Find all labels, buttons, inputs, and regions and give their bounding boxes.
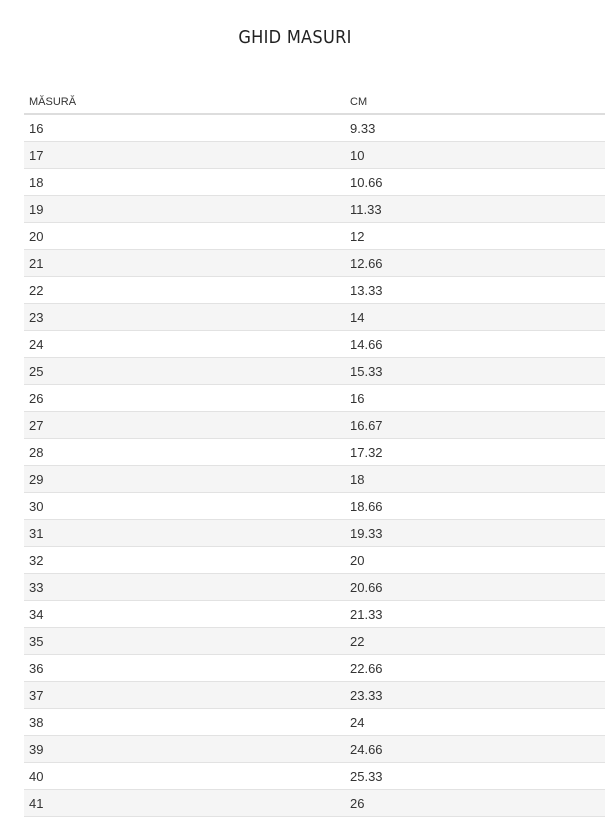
table-row: 26 16 (24, 384, 605, 412)
size-cell: 33 (24, 573, 345, 601)
cm-cell: 23.33 (345, 681, 605, 709)
size-cell: 25 (24, 357, 345, 385)
cm-cell: 24 (345, 708, 605, 736)
table-row: 31 19.33 (24, 519, 605, 547)
cm-cell: 22.66 (345, 654, 605, 682)
cm-cell: 10 (345, 141, 605, 169)
table-row: 23 14 (24, 303, 605, 331)
table-row: 32 20 (24, 546, 605, 574)
cm-cell: 22 (345, 627, 605, 655)
size-cell: 16 (24, 114, 345, 142)
cm-cell: 19.33 (345, 519, 605, 547)
size-cell: 23 (24, 303, 345, 331)
header-cm: CM (345, 91, 605, 115)
size-cell: 30 (24, 492, 345, 520)
size-cell: 41 (24, 789, 345, 817)
size-guide-table: MĂSURĂ CM 16 9.33 17 10 18 10.66 19 11.33 20 12 21… (24, 91, 605, 817)
header-size: MĂSURĂ (24, 91, 345, 115)
size-cell: 28 (24, 438, 345, 466)
table-row: 20 12 (24, 222, 605, 250)
table-row: 34 21.33 (24, 600, 605, 628)
table-row: 28 17.32 (24, 438, 605, 466)
table-row: 33 20.66 (24, 573, 605, 601)
cm-cell: 15.33 (345, 357, 605, 385)
table-row: 35 22 (24, 627, 605, 655)
cm-cell: 9.33 (345, 114, 605, 142)
cm-cell: 25.33 (345, 762, 605, 790)
cm-cell: 18 (345, 465, 605, 493)
size-cell: 40 (24, 762, 345, 790)
cm-cell: 18.66 (345, 492, 605, 520)
size-cell: 36 (24, 654, 345, 682)
table-row: 29 18 (24, 465, 605, 493)
size-cell: 21 (24, 249, 345, 277)
cm-cell: 14.66 (345, 330, 605, 358)
cm-cell: 17.32 (345, 438, 605, 466)
size-cell: 26 (24, 384, 345, 412)
cm-cell: 20 (345, 546, 605, 574)
table-row: 38 24 (24, 708, 605, 736)
cm-cell: 20.66 (345, 573, 605, 601)
table-row: 17 10 (24, 141, 605, 169)
table-row: 37 23.33 (24, 681, 605, 709)
size-cell: 31 (24, 519, 345, 547)
page-title: GHID MASURI (238, 27, 352, 48)
table-header-row: MĂSURĂ CM (24, 91, 605, 115)
size-cell: 18 (24, 168, 345, 196)
table-row: 22 13.33 (24, 276, 605, 304)
table-row: 18 10.66 (24, 168, 605, 196)
size-cell: 17 (24, 141, 345, 169)
cm-cell: 21.33 (345, 600, 605, 628)
cm-cell: 12.66 (345, 249, 605, 277)
table-row: 30 18.66 (24, 492, 605, 520)
cm-cell: 26 (345, 789, 605, 817)
table-row: 39 24.66 (24, 735, 605, 763)
cm-cell: 11.33 (345, 195, 605, 223)
size-cell: 32 (24, 546, 345, 574)
cm-cell: 14 (345, 303, 605, 331)
size-cell: 39 (24, 735, 345, 763)
size-cell: 24 (24, 330, 345, 358)
table-row: 24 14.66 (24, 330, 605, 358)
cm-cell: 16 (345, 384, 605, 412)
table-row: 27 16.67 (24, 411, 605, 439)
size-cell: 20 (24, 222, 345, 250)
table-row: 16 9.33 (24, 114, 605, 142)
size-cell: 27 (24, 411, 345, 439)
cm-cell: 16.67 (345, 411, 605, 439)
size-cell: 38 (24, 708, 345, 736)
cm-cell: 12 (345, 222, 605, 250)
table-row: 21 12.66 (24, 249, 605, 277)
size-cell: 19 (24, 195, 345, 223)
table-row: 36 22.66 (24, 654, 605, 682)
size-cell: 35 (24, 627, 345, 655)
cm-cell: 13.33 (345, 276, 605, 304)
cm-cell: 24.66 (345, 735, 605, 763)
table-row: 41 26 (24, 789, 605, 817)
table-row: 25 15.33 (24, 357, 605, 385)
size-cell: 37 (24, 681, 345, 709)
table-row: 40 25.33 (24, 762, 605, 790)
size-cell: 34 (24, 600, 345, 628)
cm-cell: 10.66 (345, 168, 605, 196)
table-row: 19 11.33 (24, 195, 605, 223)
size-cell: 22 (24, 276, 345, 304)
size-cell: 29 (24, 465, 345, 493)
